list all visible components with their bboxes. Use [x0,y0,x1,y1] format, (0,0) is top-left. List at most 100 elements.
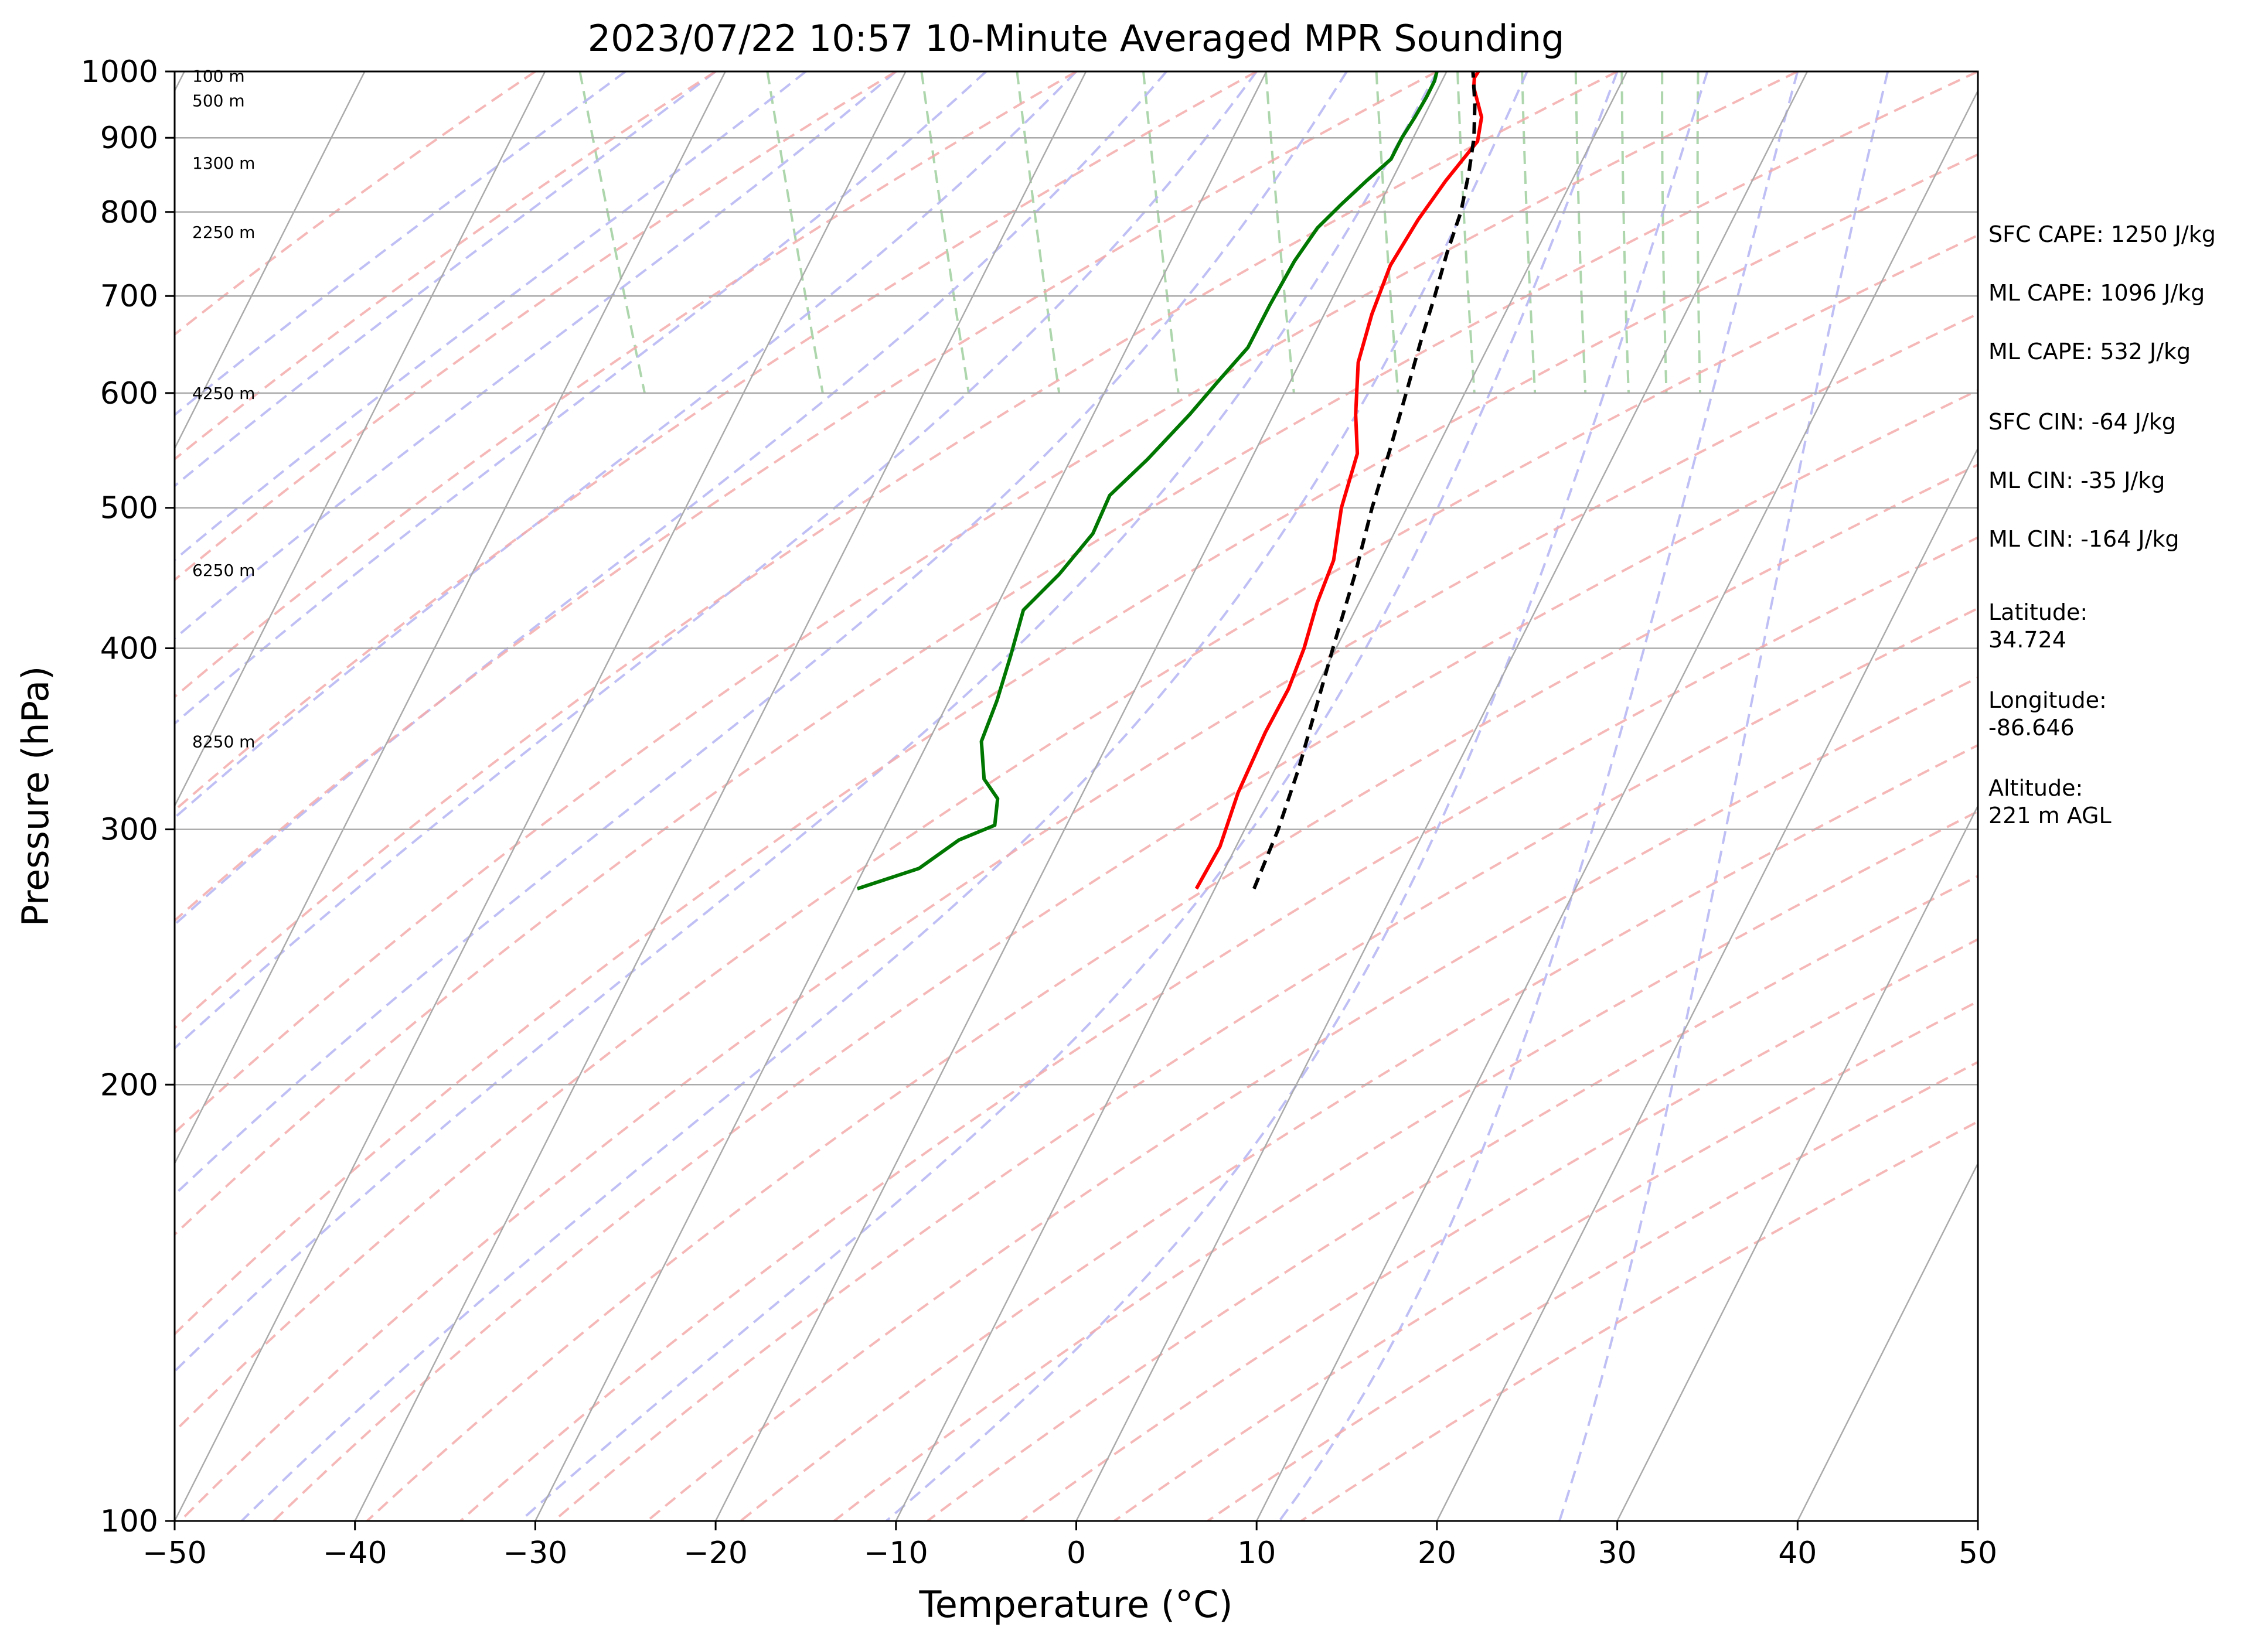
dry-adiabats [175,71,1978,1521]
x-tick-label: 30 [1598,1536,1637,1571]
isotherm-line [534,71,1267,1521]
isotherms [0,71,1978,1521]
mixing-ratio-line [578,71,646,394]
altitude-label: Altitude: [1988,775,2083,801]
dry-adiabat-line [179,312,1978,1521]
series-line-2 [856,71,1439,891]
altitude-label: 1300 m [192,154,255,173]
altitude-label: 500 m [192,91,245,110]
series-lines [856,71,1484,891]
altitude-label: 4250 m [192,384,255,403]
dry-adiabat-line [175,71,1077,698]
ml-cin-text-2: ML CIN: -164 J/kg [1988,526,2180,552]
isotherm-line [1797,1161,1978,1521]
moist-adiabat-line [175,71,897,640]
y-axis-label: Pressure (hPa) [14,666,57,927]
dry-adiabat-line [175,71,1799,1134]
moist-adiabats [175,71,1889,1521]
y-tick-label: 200 [100,1067,158,1103]
latitude-value: 34.724 [1988,627,2066,653]
altitude-label: 100 m [192,67,245,86]
y-tick-label: 400 [100,632,158,667]
isotherm-line [175,71,907,1521]
x-tick-label: −30 [503,1536,568,1571]
dry-adiabat-line [366,463,1978,1521]
series-line-1 [1194,71,1484,890]
isotherm-line [0,71,4,1521]
chart-title: 2023/07/22 10:57 10-Minute Averaged MPR … [588,17,1565,60]
mixing-ratio-line [1016,71,1061,394]
ml-cin-text-1: ML CIN: -35 J/kg [1988,468,2165,493]
x-tick-label: 20 [1418,1536,1456,1571]
x-tick-label: 0 [1067,1536,1086,1571]
x-tick-label: −40 [323,1536,387,1571]
mixing-ratio-line [1661,71,1668,393]
latitude-label: Latitude: [1988,599,2087,625]
dry-adiabat-line [175,71,536,336]
isotherm-line [1436,446,1978,1521]
x-axis-label: Temperature (°C) [918,1583,1232,1626]
ml-cape-text-1: ML CAPE: 1096 J/kg [1988,280,2205,306]
x-tick-label: −50 [142,1536,207,1571]
y-tick-label: 900 [100,121,158,156]
isotherm-line [175,71,546,808]
dry-adiabat-line [927,874,1978,1521]
dry-adiabat-line [1300,1120,1978,1521]
isotherm-line [895,71,1628,1521]
dry-adiabat-line [273,388,1978,1521]
moist-adiabat-line [885,71,1709,1521]
moist-adiabat-line [175,71,1438,1373]
moist-adiabat-line [1558,71,1889,1521]
dry-adiabat-line [1113,1000,1978,1521]
y-tick-label: 100 [100,1504,158,1539]
isotherm-line [1256,89,1978,1521]
y-tick-label: 1000 [81,54,158,90]
mixing-ratio-line [920,71,970,394]
y-tick-label: 800 [100,195,158,230]
moist-adiabat-line [1278,71,1799,1521]
moist-adiabat-line [519,71,1619,1521]
sfc-cape-text: SFC CAPE: 1250 J/kg [1988,221,2216,247]
mixing-ratio-line [1620,71,1630,393]
ml-cape-text-2: ML CAPE: 532 J/kg [1988,339,2191,364]
mixing-ratio-line [1264,71,1295,394]
isotherm-line [1616,804,1978,1521]
dry-adiabat-line [646,676,1978,1521]
dry-adiabat-line [175,71,897,582]
dry-adiabat-line [740,743,1978,1521]
y-tick-label: 300 [100,813,158,848]
dry-adiabat-line [175,71,717,461]
mixing-ratio-line [1142,71,1180,394]
longitude-label: Longitude: [1988,687,2107,713]
dry-adiabat-line [175,71,1978,1236]
y-tick-label: 500 [100,491,158,526]
isotherm-line [1075,71,1809,1521]
altitude-label: 8250 m [192,732,255,751]
isotherm-line [175,71,366,451]
dry-adiabat-line [459,536,1978,1521]
longitude-value: -86.646 [1988,715,2075,741]
x-tick-label: −20 [683,1536,748,1571]
x-tick-label: −10 [864,1536,928,1571]
x-tick-label: 10 [1237,1536,1276,1571]
pressure-gridlines [175,71,1978,1521]
moist-adiabat-line [175,71,807,562]
moist-adiabat-line [175,71,1167,926]
plot-area [0,71,1978,1521]
altitude-label: 2250 m [192,223,255,242]
dry-adiabat-line [175,153,1978,1336]
altitude-value: 221 m AGL [1988,803,2112,828]
moist-adiabat-line [175,71,1348,1196]
dry-adiabat-line [175,71,1438,922]
x-tick-label: 40 [1778,1536,1817,1571]
dry-adiabat-line [553,607,1978,1521]
x-ticks: −50 −40 −30 −20 −10 0 10 20 30 40 50 [142,1521,1997,1571]
y-tick-label: 700 [100,279,158,314]
moist-adiabat-line [240,71,1528,1521]
plot-frame [173,70,1979,1522]
altitude-label: 6250 m [192,561,255,580]
moist-adiabat-line [175,71,626,417]
isotherm-line [354,71,1087,1521]
series-line-3 [1252,71,1477,890]
mixing-ratio-line [1456,71,1476,394]
